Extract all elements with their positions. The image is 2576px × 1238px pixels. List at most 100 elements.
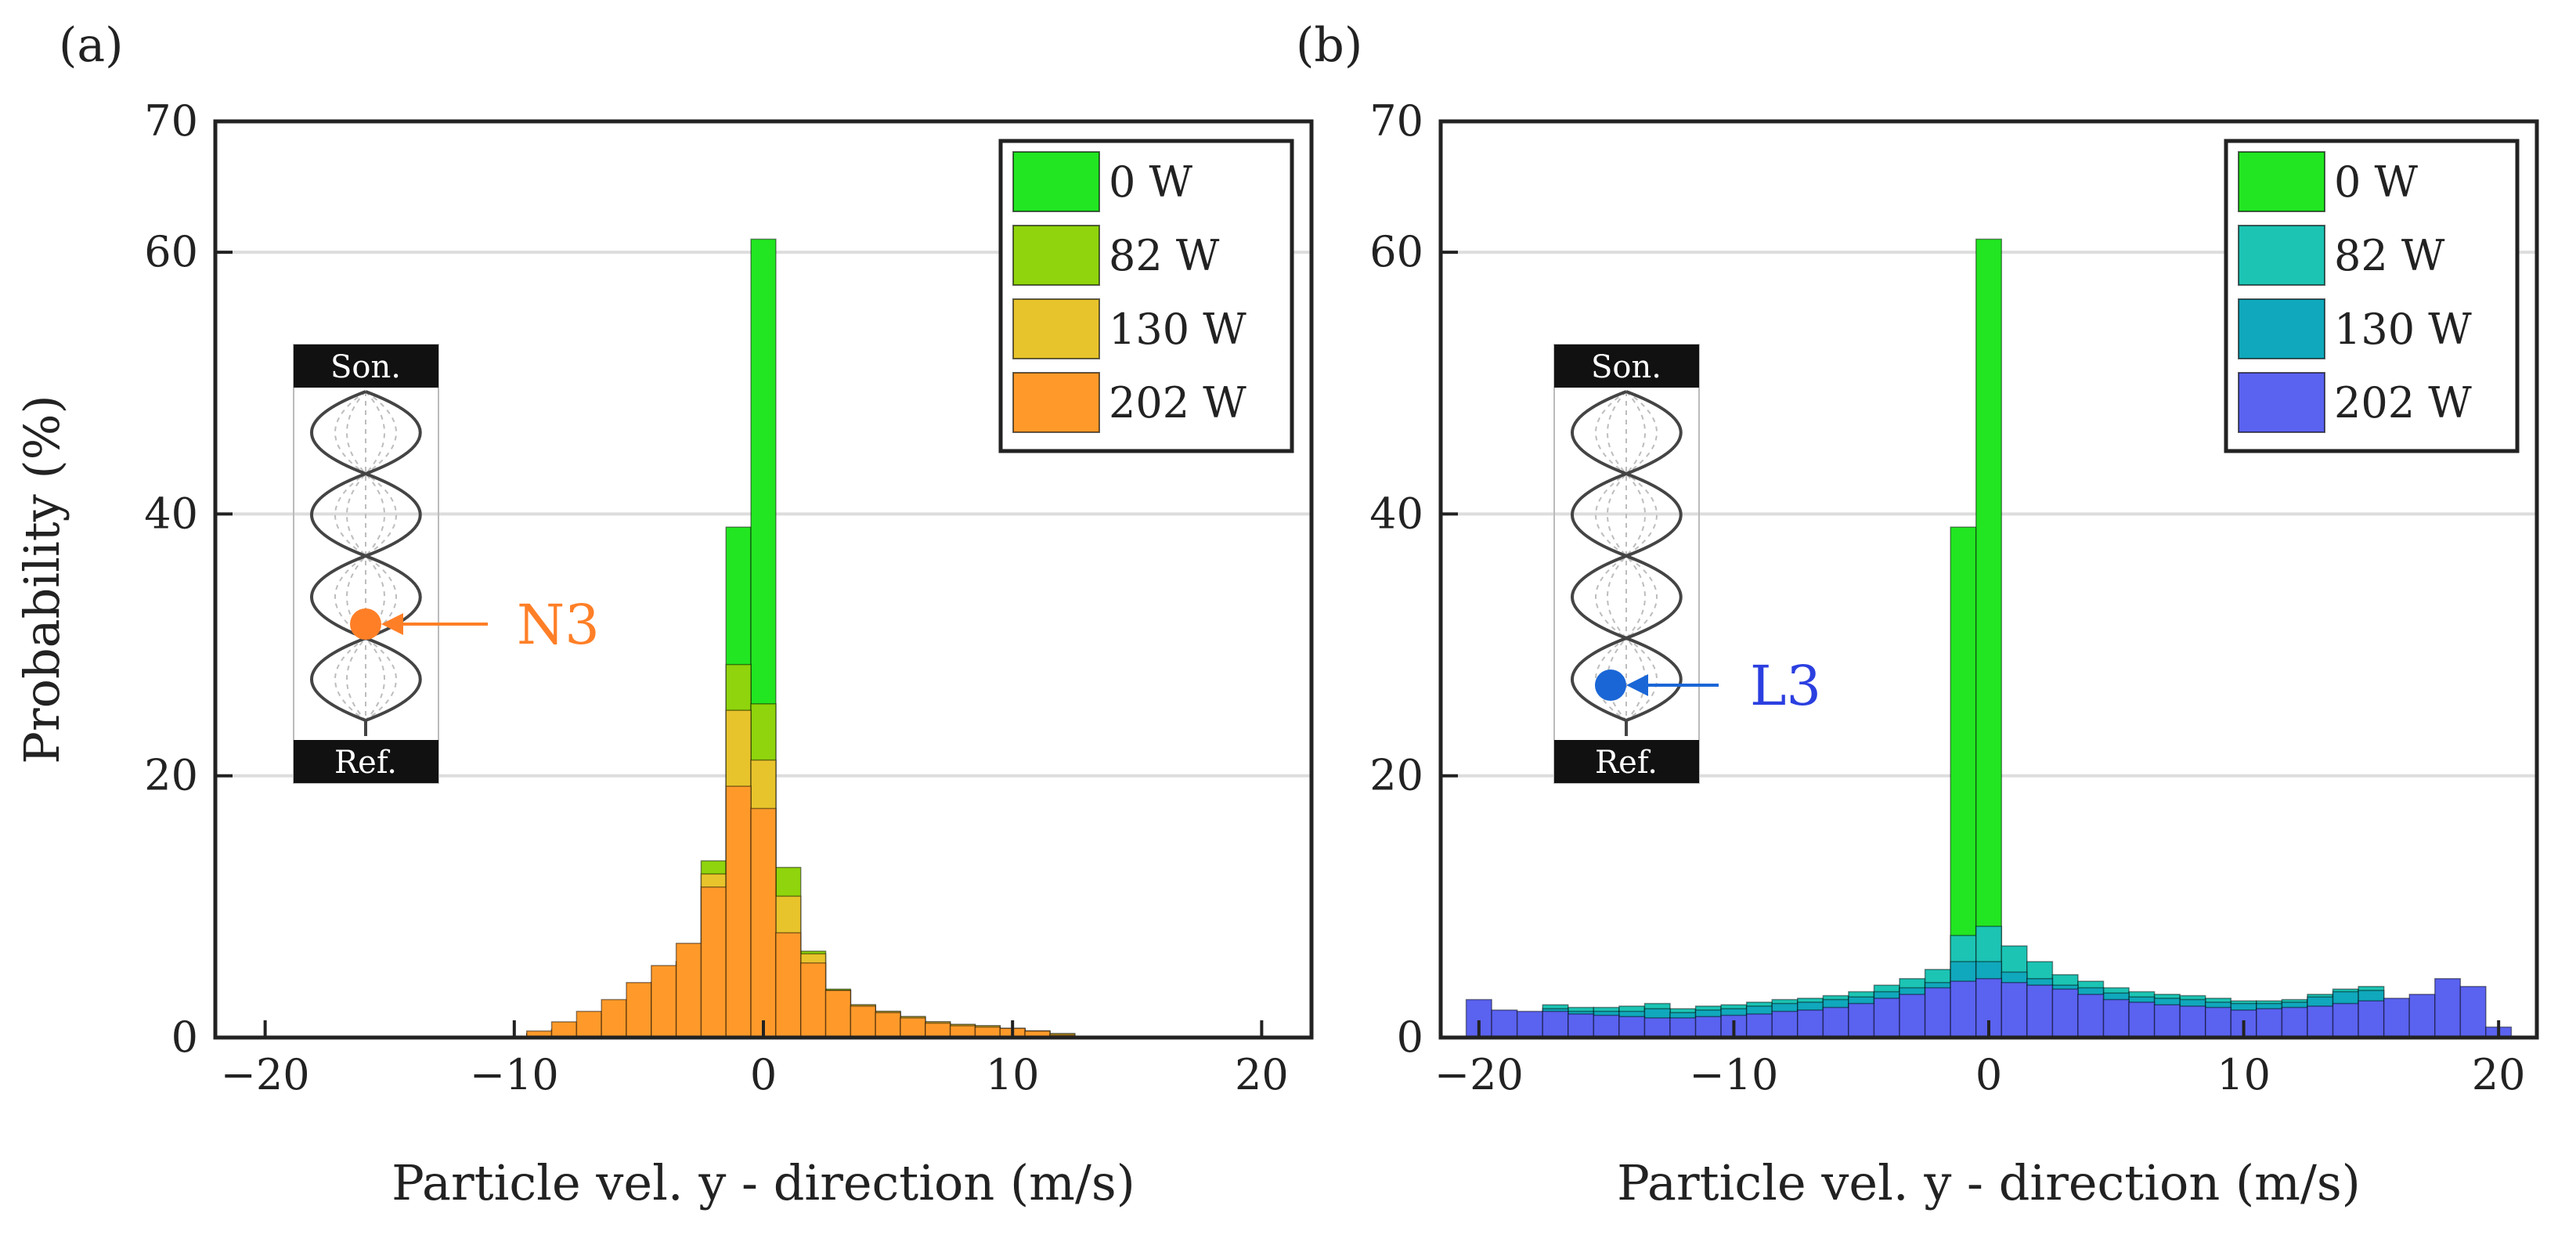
reflector-label-b: Ref. [1595, 745, 1658, 781]
bar-a-s3-b12 [824, 990, 852, 1038]
reflector-block-a [294, 740, 438, 783]
inset-wave-envelope-a [310, 390, 422, 736]
bar-b-s3-b31 [2256, 1008, 2283, 1038]
bar-b-s3-b37 [2408, 994, 2436, 1038]
x-tick-label-b-4: 20 [2472, 1050, 2526, 1099]
reflector-block-b [1554, 740, 1699, 783]
bar-b-s3-b16 [1873, 998, 1900, 1038]
y-tick-label-a-3: 60 [144, 227, 198, 276]
y-tick-label-a-4: 70 [144, 96, 198, 146]
bar-a-s3-b10 [775, 932, 802, 1038]
bar-b-s3-b1 [1491, 1009, 1518, 1038]
legend-b: 0 W 82 W 130 W 202 W [2224, 139, 2520, 453]
bar-a-s3-b2 [575, 1010, 602, 1038]
x-axis-label-b: Particle vel. y - direction (m/s) [1617, 1154, 2361, 1211]
bar-a-s3-b8 [725, 785, 752, 1038]
bar-b-s3-b21 [2001, 982, 2028, 1038]
legend-swatch-b-1 [2238, 225, 2325, 286]
standing-wave-inset-a: Son. Ref. N3 [293, 344, 600, 784]
bar-b-s3-b28 [2179, 1005, 2206, 1038]
y-tick-label-a-1: 20 [144, 751, 198, 800]
x-tick-label-b-0: −20 [1434, 1050, 1524, 1099]
bar-b-s3-b12 [1771, 1010, 1799, 1038]
panel-label-a: (a) [59, 18, 124, 73]
legend-label-a-3: 202 W [1109, 378, 1247, 428]
legend-label-b-0: 0 W [2334, 157, 2419, 207]
callout-label-a: N3 [517, 593, 600, 657]
legend-swatch-b-0 [2238, 151, 2325, 212]
histogram-bars-a [525, 238, 1076, 1038]
legend-label-b-1: 82 W [2334, 231, 2445, 280]
sonotrode-label-a: Son. [330, 349, 401, 385]
bar-a-s3-b16 [925, 1022, 951, 1038]
bar-a-s3-b4 [626, 982, 652, 1038]
legend-label-a-1: 82 W [1109, 231, 1220, 280]
bar-b-s3-b24 [2077, 994, 2105, 1038]
bar-a-s3-b6 [675, 942, 702, 1038]
reflector-label-a: Ref. [334, 745, 397, 781]
bar-a-s3-b15 [900, 1017, 926, 1038]
y-tick-label-a-2: 40 [144, 489, 198, 538]
sonotrode-block-b [1554, 345, 1699, 388]
bar-b-s3-b36 [2383, 998, 2410, 1038]
inset-dashed-lines-a [334, 391, 397, 736]
bar-b-s3-b6 [1618, 1016, 1646, 1038]
bar-b-s3-b9 [1694, 1016, 1722, 1038]
bar-b-s3-b15 [1848, 1002, 1875, 1038]
sonotrode-block-a [294, 345, 438, 388]
bar-b-s3-b2 [1516, 1010, 1543, 1038]
x-axis-label-a: Particle vel. y - direction (m/s) [391, 1154, 1135, 1211]
inset-wave-envelope-b [1571, 390, 1683, 736]
bar-b-s3-b23 [2051, 988, 2079, 1038]
bar-b-s3-b18 [1924, 987, 1951, 1038]
bar-b-s3-b26 [2128, 1002, 2156, 1038]
bar-a-s3-b1 [550, 1021, 578, 1038]
bar-b-s3-b22 [2026, 984, 2054, 1038]
bar-b-s3-b13 [1797, 1009, 1824, 1038]
sonotrode-label-b: Son. [1591, 349, 1661, 385]
measurement-point-a [350, 608, 381, 640]
y-axis-label-a: Probability (%) [13, 395, 70, 763]
legend-label-a-0: 0 W [1109, 157, 1193, 207]
inset-dashed-lines-b [1595, 391, 1658, 736]
bar-a-s3-b13 [850, 1005, 876, 1038]
bar-b-s3-b4 [1568, 1013, 1595, 1038]
callout-arrowhead-a [381, 613, 403, 635]
bar-b-s3-b3 [1542, 1010, 1569, 1038]
bar-b-s3-b7 [1643, 1017, 1671, 1038]
y-tick-label-b-1: 20 [1369, 751, 1423, 800]
bar-b-s3-b34 [2332, 1002, 2359, 1038]
axis-ticks-b: −20 −10 0 10 20 0 20 40 60 70 [1369, 96, 2525, 1099]
legend-swatch-a-0 [1012, 151, 1100, 212]
panel-label-b: (b) [1296, 18, 1362, 73]
bar-b-s3-b33 [2307, 1005, 2334, 1038]
callout-arrowhead-b [1626, 674, 1648, 696]
legend-a: 0 W 82 W 130 W 202 W [998, 139, 1294, 453]
y-tick-label-b-3: 60 [1369, 227, 1423, 276]
standing-wave-inset-b: Son. Ref. L3 [1553, 344, 1821, 784]
bar-b-s3-b32 [2281, 1006, 2308, 1038]
x-tick-label-a-4: 20 [1235, 1050, 1289, 1099]
chart-panel-b: −20 −10 0 10 20 0 20 40 60 70 Particle vel. y - d… [1369, 96, 2539, 1211]
legend-label-a-2: 130 W [1109, 305, 1247, 354]
legend-swatch-a-1 [1012, 225, 1100, 286]
chart-panel-a: −20 −10 0 10 20 0 20 40 60 70 Particle vel. y - d… [13, 96, 1314, 1211]
x-tick-label-b-3: 10 [2217, 1050, 2271, 1099]
bar-b-s3-b17 [1899, 994, 1926, 1038]
bar-b-s0-b20 [1975, 238, 2003, 1038]
bar-b-s3-b11 [1745, 1013, 1773, 1038]
callout-label-b: L3 [1750, 654, 1821, 718]
bar-b-s3-b25 [2102, 998, 2130, 1038]
bar-b-s3-b39 [2459, 986, 2487, 1038]
legend-swatch-a-3 [1012, 372, 1100, 433]
x-tick-label-a-0: −20 [221, 1050, 310, 1099]
bar-a-s3-b9 [750, 807, 777, 1038]
bar-a-s3-b3 [601, 998, 627, 1038]
bar-b-s3-b14 [1822, 1006, 1849, 1038]
legend-swatch-b-3 [2238, 372, 2325, 433]
x-tick-label-a-3: 10 [986, 1050, 1040, 1099]
x-tick-label-b-2: 0 [1975, 1050, 2002, 1099]
bar-a-s3-b7 [700, 886, 727, 1038]
bar-a-s3-b14 [875, 1012, 901, 1038]
